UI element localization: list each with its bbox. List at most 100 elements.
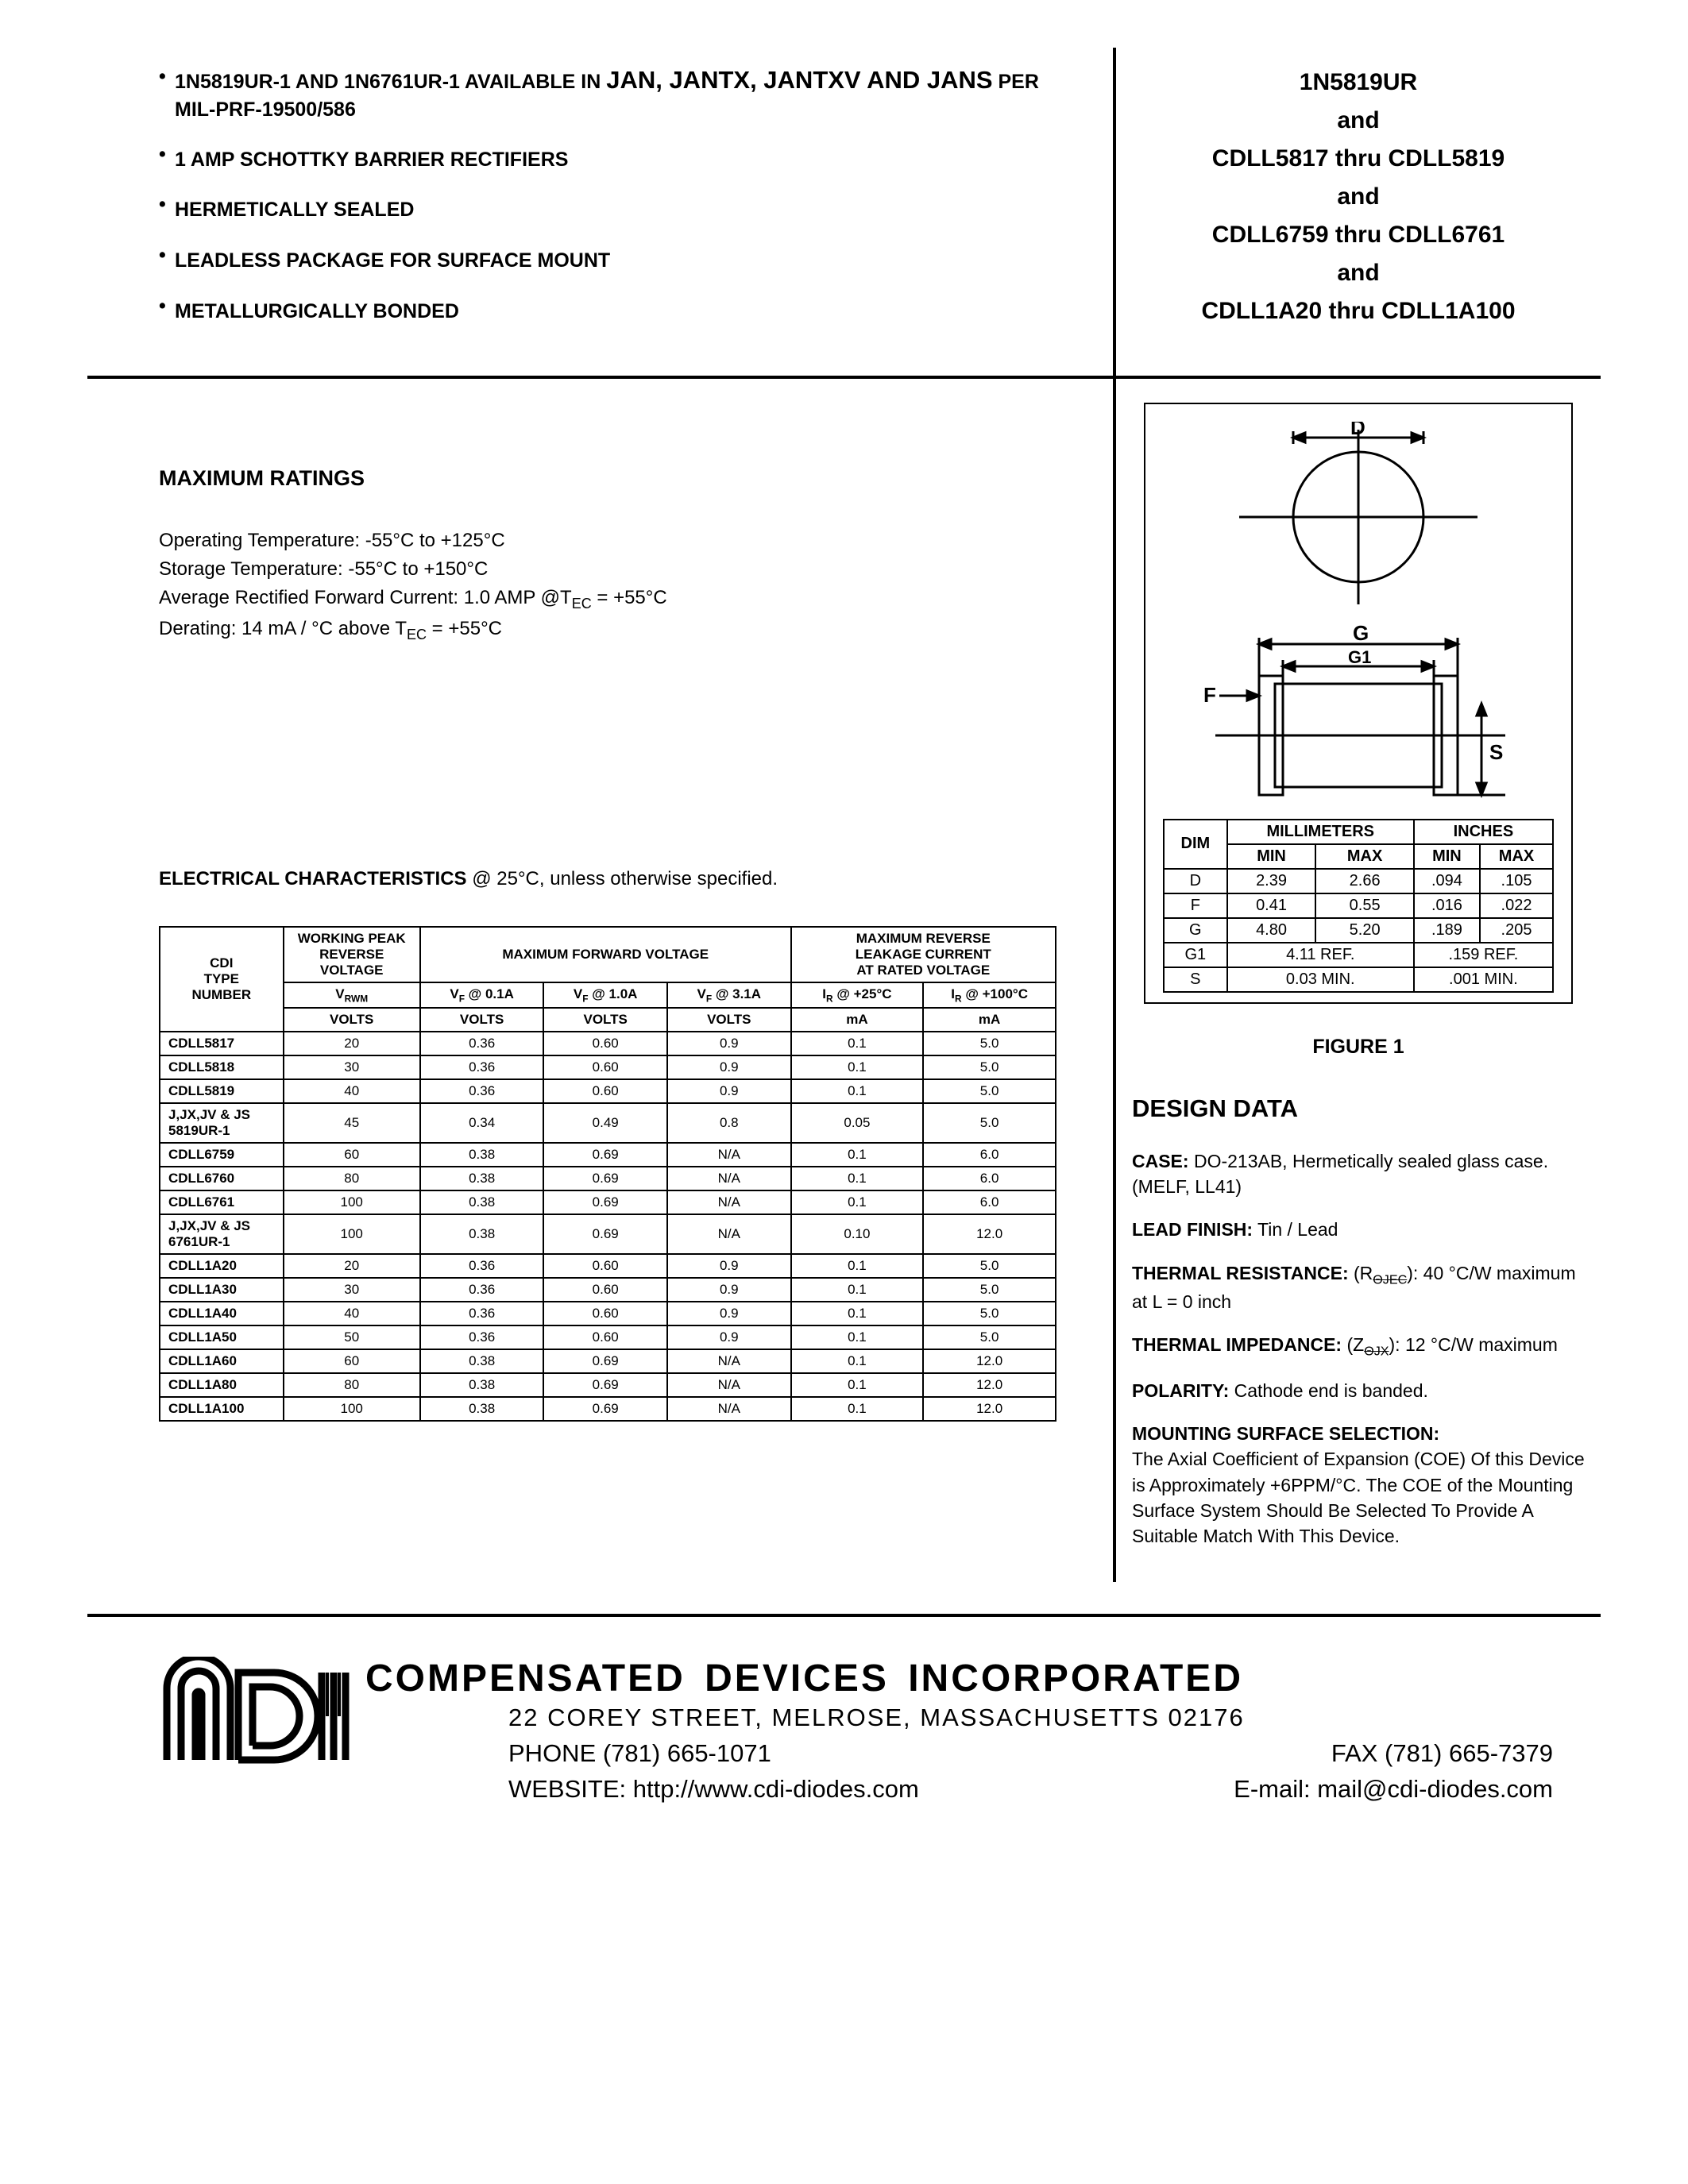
- email: E-mail: mail@cdi-diodes.com: [1234, 1772, 1553, 1808]
- value-cell: 12.0: [923, 1349, 1056, 1373]
- value-cell: 5.0: [923, 1302, 1056, 1325]
- value-cell: 0.36: [420, 1325, 544, 1349]
- table-row: CDLL5819400.360.600.90.15.0: [160, 1079, 1056, 1103]
- package-outline-box: D G: [1144, 403, 1573, 1004]
- table-row: CDLL1A50500.360.600.90.15.0: [160, 1325, 1056, 1349]
- table-row: CDLL6759600.380.69N/A0.16.0: [160, 1143, 1056, 1167]
- rating-line: Operating Temperature: -55°C to +125°C: [159, 527, 1081, 555]
- part-title-line: and: [1124, 102, 1593, 140]
- part-number-cell: CDLL5818: [160, 1055, 284, 1079]
- value-cell: N/A: [667, 1143, 791, 1167]
- rating-line: Storage Temperature: -55°C to +150°C: [159, 555, 1081, 584]
- part-number-cell: J,JX,JV & JS 6761UR-1: [160, 1214, 284, 1254]
- part-number-cell: CDLL1A30: [160, 1278, 284, 1302]
- value-cell: 0.69: [543, 1143, 667, 1167]
- value-cell: 40: [284, 1079, 420, 1103]
- table-row: CDLL1A20200.360.600.90.15.0: [160, 1254, 1056, 1278]
- unit-cell: VOLTS: [543, 1008, 667, 1032]
- value-cell: 0.1: [791, 1190, 924, 1214]
- value-cell: 0.1: [791, 1373, 924, 1397]
- value-cell: 0.60: [543, 1055, 667, 1079]
- design-data-text: CASE: DO-213AB, Hermetically sealed glas…: [1132, 1148, 1585, 1549]
- value-cell: 5.0: [923, 1278, 1056, 1302]
- value-cell: 0.60: [543, 1278, 667, 1302]
- value-cell: 0.69: [543, 1214, 667, 1254]
- features-list: 1N5819UR-1 AND 1N6761UR-1 AVAILABLE IN J…: [87, 48, 1116, 376]
- feature-bullet: 1 AMP SCHOTTKY BARRIER RECTIFIERS: [159, 141, 1081, 175]
- part-number-cell: J,JX,JV & JS 5819UR-1: [160, 1103, 284, 1143]
- value-cell: 12.0: [923, 1214, 1056, 1254]
- value-cell: 0.1: [791, 1167, 924, 1190]
- part-number-cell: CDLL5817: [160, 1032, 284, 1055]
- part-title-line: CDLL5817 thru CDLL5819: [1124, 140, 1593, 178]
- table-row: CDLL5817200.360.600.90.15.0: [160, 1032, 1056, 1055]
- col-mfv: MAXIMUM FORWARD VOLTAGE: [420, 927, 791, 982]
- value-cell: 0.1: [791, 1325, 924, 1349]
- value-cell: 12.0: [923, 1373, 1056, 1397]
- subhdr-ir25: IR @ +25°C: [791, 982, 924, 1008]
- company-logo: [135, 1657, 357, 1776]
- value-cell: 60: [284, 1143, 420, 1167]
- value-cell: 0.1: [791, 1055, 924, 1079]
- value-cell: 0.1: [791, 1278, 924, 1302]
- value-cell: 5.0: [923, 1254, 1056, 1278]
- value-cell: 45: [284, 1103, 420, 1143]
- part-title-line: and: [1124, 178, 1593, 216]
- value-cell: 0.9: [667, 1032, 791, 1055]
- value-cell: 0.1: [791, 1032, 924, 1055]
- main-content: MAXIMUM RATINGS Operating Temperature: -…: [87, 379, 1601, 1582]
- value-cell: 12.0: [923, 1397, 1056, 1421]
- value-cell: 80: [284, 1167, 420, 1190]
- table-row: CDLL1A1001000.380.69N/A0.112.0: [160, 1397, 1056, 1421]
- value-cell: 0.38: [420, 1143, 544, 1167]
- value-cell: 0.9: [667, 1325, 791, 1349]
- value-cell: 0.60: [543, 1079, 667, 1103]
- value-cell: 0.1: [791, 1349, 924, 1373]
- value-cell: 0.38: [420, 1373, 544, 1397]
- part-number-cell: CDLL6761: [160, 1190, 284, 1214]
- value-cell: 0.9: [667, 1079, 791, 1103]
- table-row: CDLL67611000.380.69N/A0.16.0: [160, 1190, 1056, 1214]
- value-cell: 0.1: [791, 1397, 924, 1421]
- unit-cell: mA: [791, 1008, 924, 1032]
- subhdr-vrwm: VRWM: [284, 982, 420, 1008]
- electrical-characteristics-heading: ELECTRICAL CHARACTERISTICS @ 25°C, unles…: [159, 868, 1081, 890]
- value-cell: 0.49: [543, 1103, 667, 1143]
- value-cell: 0.8: [667, 1103, 791, 1143]
- fax: FAX (781) 665-7379: [1331, 1736, 1553, 1772]
- value-cell: N/A: [667, 1397, 791, 1421]
- part-number-cell: CDLL6759: [160, 1143, 284, 1167]
- value-cell: 0.05: [791, 1103, 924, 1143]
- table-row: CDLL1A40400.360.600.90.15.0: [160, 1302, 1056, 1325]
- value-cell: 5.0: [923, 1032, 1056, 1055]
- value-cell: 0.9: [667, 1278, 791, 1302]
- feature-bullet: HERMETICALLY SEALED: [159, 191, 1081, 225]
- value-cell: 30: [284, 1055, 420, 1079]
- dim-row: G4.805.20.189.205: [1164, 918, 1553, 943]
- value-cell: N/A: [667, 1190, 791, 1214]
- value-cell: 40: [284, 1302, 420, 1325]
- value-cell: 0.9: [667, 1254, 791, 1278]
- value-cell: N/A: [667, 1349, 791, 1373]
- part-number-cell: CDLL1A40: [160, 1302, 284, 1325]
- value-cell: 0.69: [543, 1167, 667, 1190]
- feature-bullet: METALLURGICALLY BONDED: [159, 293, 1081, 326]
- value-cell: 20: [284, 1032, 420, 1055]
- value-cell: 0.69: [543, 1397, 667, 1421]
- value-cell: 0.10: [791, 1214, 924, 1254]
- dim-row: S0.03 MIN..001 MIN.: [1164, 967, 1553, 992]
- part-title-line: 1N5819UR: [1124, 64, 1593, 102]
- value-cell: 0.36: [420, 1079, 544, 1103]
- value-cell: 0.60: [543, 1302, 667, 1325]
- part-number-cell: CDLL1A50: [160, 1325, 284, 1349]
- value-cell: N/A: [667, 1214, 791, 1254]
- value-cell: 100: [284, 1397, 420, 1421]
- part-number-cell: CDLL1A100: [160, 1397, 284, 1421]
- dim-row: G14.11 REF..159 REF.: [1164, 943, 1553, 967]
- value-cell: 0.1: [791, 1079, 924, 1103]
- table-row: CDLL6760800.380.69N/A0.16.0: [160, 1167, 1056, 1190]
- value-cell: 0.36: [420, 1278, 544, 1302]
- value-cell: 0.36: [420, 1302, 544, 1325]
- part-number-titles: 1N5819URandCDLL5817 thru CDLL5819andCDLL…: [1116, 48, 1601, 376]
- value-cell: 0.60: [543, 1254, 667, 1278]
